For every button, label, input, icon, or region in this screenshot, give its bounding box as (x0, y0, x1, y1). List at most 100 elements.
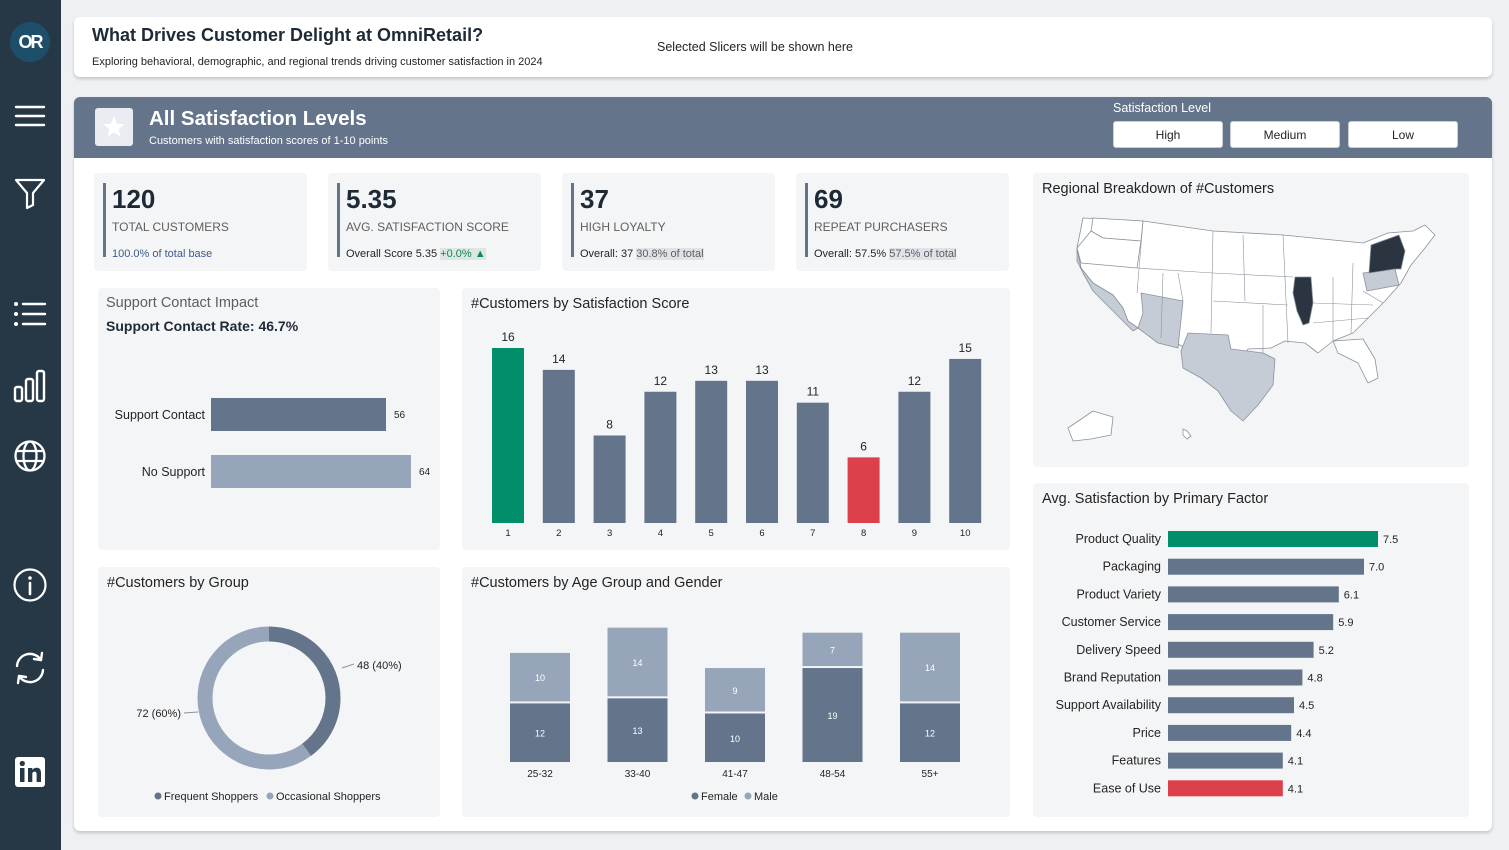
factor-value: 7.5 (1383, 534, 1398, 546)
kpi-label: TOTAL CUSTOMERS (112, 220, 229, 234)
customer-group-chart: 48 (40%) 72 (60%) Frequent Shoppers Occasio… (136, 626, 402, 803)
info-icon[interactable] (10, 565, 50, 605)
kpi-footnote: Overall: 57.5% 57.5% of total (814, 248, 957, 260)
score-bar (746, 380, 778, 523)
kpi-share-badge: 57.5% of total (889, 248, 957, 260)
chart-title: #Customers by Satisfaction Score (471, 296, 690, 312)
factor-value: 4.8 (1307, 673, 1322, 685)
kpi-card-total-customers: 120 TOTAL CUSTOMERS 100.0% of total base (94, 173, 307, 271)
map-state-arizona (1137, 292, 1184, 349)
score-bar (898, 391, 931, 523)
score-axis-tick: 4 (658, 528, 663, 539)
slicer-medium-button[interactable]: Medium (1230, 121, 1340, 148)
banner-title: All Satisfaction Levels (149, 107, 367, 130)
factor-category: Support Availability (1056, 698, 1162, 712)
factor-value: 4.4 (1296, 728, 1311, 740)
age-bar-segment (802, 668, 863, 762)
kpi-accent-bar (805, 183, 808, 257)
score-axis-tick: 2 (556, 528, 561, 539)
age-bar-segment (607, 627, 668, 697)
map-state-newyork (1368, 234, 1406, 274)
score-axis-tick: 10 (960, 528, 971, 539)
kpi-card-high-loyalty: 37 HIGH LOYALTY Overall: 37 30.8% of tot… (562, 173, 775, 271)
bar-chart-icon[interactable] (10, 366, 50, 406)
factor-bar (1168, 586, 1339, 603)
star-icon (95, 108, 133, 146)
satisfaction-score-card: #Customers by Satisfaction Score 16 1 1 4 2 8… (462, 288, 1010, 550)
support-contact-chart: Support Contact 56 No Support 64 (115, 398, 431, 488)
factor-value: 5.2 (1319, 645, 1334, 657)
kpi-label: AVG. SATISFACTION SCORE (346, 220, 509, 234)
score-bar (542, 369, 575, 523)
score-bar-value: 8 (606, 418, 613, 432)
score-bar-value: 16 (501, 330, 515, 344)
factor-category: Features (1112, 754, 1161, 768)
score-bar (593, 435, 626, 523)
map-state-alaska (1067, 410, 1114, 442)
kpi-value: 69 (814, 184, 843, 214)
kpi-value: 120 (112, 184, 156, 214)
age-bar-value: 13 (632, 726, 642, 736)
factor-category: Ease of Use (1093, 781, 1161, 795)
age-bar-value: 7 (830, 645, 835, 655)
age-axis-tick: 25-32 (527, 769, 553, 780)
selected-slicers-text: Selected Slicers will be shown here (657, 40, 853, 54)
chart-title: #Customers by Age Group and Gender (471, 575, 723, 591)
score-bar-value: 11 (807, 385, 820, 399)
age-axis-tick: 41-47 (722, 769, 748, 780)
age-bar-value: 14 (925, 663, 935, 673)
main-panel: All Satisfaction Levels Customers with s… (74, 97, 1492, 831)
age-axis-tick: 33-40 (625, 769, 651, 780)
chart-title: #Customers by Group (107, 575, 249, 591)
map-state-hawaii (1182, 428, 1192, 440)
chart-title: Avg. Satisfaction by Primary Factor (1042, 491, 1269, 507)
age-bar-value: 9 (732, 686, 737, 696)
refresh-icon[interactable] (10, 648, 50, 688)
filter-icon[interactable] (10, 173, 50, 213)
score-bar-value: 15 (959, 341, 973, 355)
score-axis-tick: 6 (759, 528, 764, 539)
kpi-card-repeat-purchasers: 69 REPEAT PURCHASERS Overall: 57.5% 57.5… (796, 173, 1009, 271)
legend-swatch (691, 792, 699, 800)
score-bar-value: 14 (552, 352, 566, 366)
support-contact-card: Support Contact Impact Support Contact R… (98, 288, 440, 550)
slicer-high-button[interactable]: High (1113, 121, 1223, 148)
score-axis-tick: 3 (607, 528, 612, 539)
slicer-low-button[interactable]: Low (1348, 121, 1458, 148)
regional-map-card: Regional Breakdown of #Customers (1033, 173, 1469, 467)
factor-value: 4.1 (1288, 756, 1303, 768)
support-bar-category: Support Contact (115, 408, 206, 422)
support-bar-value: 56 (394, 410, 406, 421)
score-bar (492, 348, 524, 523)
factor-value: 4.5 (1299, 700, 1314, 712)
age-bar-value: 12 (535, 729, 545, 739)
kpi-value: 37 (580, 184, 609, 214)
list-icon[interactable] (10, 294, 50, 334)
factor-bar (1168, 614, 1334, 631)
linkedin-icon[interactable] (10, 752, 50, 792)
slicer-label: Satisfaction Level (1113, 101, 1211, 115)
factor-bar (1168, 641, 1314, 658)
primary-factor-card: Avg. Satisfaction by Primary Factor Prod… (1033, 483, 1469, 817)
map-state-borders (1136, 220, 1384, 353)
legend-swatch (266, 792, 274, 800)
age-bar-segment (510, 652, 570, 702)
score-axis-tick: 8 (861, 528, 866, 539)
menu-icon[interactable] (10, 96, 50, 136)
age-gender-chart: 12 10 25-32 13 14 33-40 10 9 41-47 19 7 48-54 12 14 55… (510, 627, 960, 803)
globe-icon[interactable] (10, 436, 50, 476)
score-bar (695, 380, 728, 523)
map-state-texas (1180, 332, 1276, 422)
kpi-accent-bar (571, 183, 574, 257)
kpi-value: 5.35 (346, 184, 397, 214)
banner: All Satisfaction Levels Customers with s… (74, 97, 1492, 158)
score-bar-value: 13 (705, 363, 719, 377)
omniretail-logo[interactable]: OR (10, 22, 50, 62)
score-axis-tick: 5 (709, 528, 714, 539)
score-bar-value: 12 (654, 374, 668, 388)
kpi-footnote: 100.0% of total base (112, 248, 213, 260)
kpi-accent-bar (103, 183, 106, 257)
us-map[interactable] (1033, 173, 1469, 467)
factor-value: 6.1 (1344, 589, 1359, 601)
kpi-label: REPEAT PURCHASERS (814, 220, 948, 234)
